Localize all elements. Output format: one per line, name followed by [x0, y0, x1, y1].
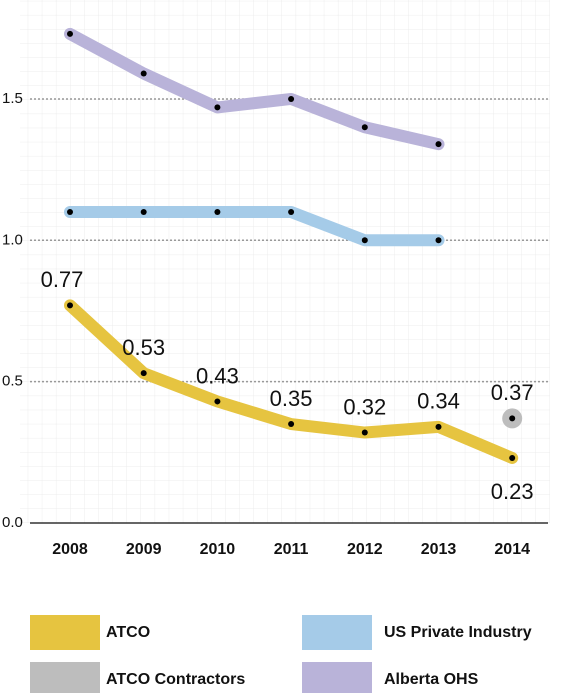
data-dot — [361, 429, 368, 436]
data-dot — [140, 370, 147, 377]
y-tick-label: 0.0 — [2, 514, 23, 531]
data-dot — [435, 423, 442, 430]
x-tick-label: 2009 — [126, 541, 162, 558]
series-line — [64, 27, 445, 151]
data-dot — [67, 30, 73, 37]
legend-swatch — [30, 615, 100, 650]
value-label: 0.37 — [491, 380, 534, 405]
x-tick-label: 2010 — [200, 541, 236, 558]
x-tick-label: 2011 — [274, 541, 309, 558]
data-dot — [288, 421, 295, 428]
x-tick-label: 2013 — [421, 541, 457, 558]
y-tick-label: 0.5 — [2, 373, 23, 390]
data-dot — [67, 302, 73, 309]
legend-label: ATCO Contractors — [106, 671, 245, 688]
data-dot — [435, 237, 442, 244]
data-dot — [361, 124, 368, 131]
data-dot — [435, 141, 442, 148]
data-dot — [288, 95, 295, 102]
x-tick-label: 2012 — [347, 541, 383, 558]
y-tick-label: 1.0 — [2, 231, 23, 248]
value-label: 0.23 — [491, 479, 534, 504]
x-tick-label: 2008 — [52, 541, 88, 558]
value-label: 0.35 — [270, 386, 313, 411]
legend-label: Alberta OHS — [384, 671, 479, 688]
data-dot — [214, 209, 221, 216]
data-dot — [509, 415, 516, 422]
legend-swatch — [302, 662, 372, 697]
x-tick-label: 2014 — [494, 541, 530, 558]
value-label: 0.53 — [122, 335, 165, 360]
value-label: 0.43 — [196, 363, 239, 388]
data-dot — [288, 209, 295, 216]
value-label: 0.34 — [417, 389, 460, 414]
y-tick-label: 1.5 — [2, 90, 23, 107]
data-dot — [214, 398, 221, 405]
legend-label: US Private Industry — [384, 624, 532, 641]
data-dot — [361, 237, 368, 244]
data-dot — [67, 209, 73, 216]
value-label: 0.32 — [343, 394, 386, 419]
legend-swatch — [302, 615, 372, 650]
legend-swatch — [30, 662, 100, 697]
value-label: 0.77 — [41, 267, 84, 292]
legend-label: ATCO — [106, 624, 150, 641]
data-dot — [509, 454, 516, 461]
data-dot — [214, 104, 221, 111]
data-dot — [140, 70, 147, 77]
data-dot — [140, 209, 147, 216]
series-line — [64, 206, 445, 247]
